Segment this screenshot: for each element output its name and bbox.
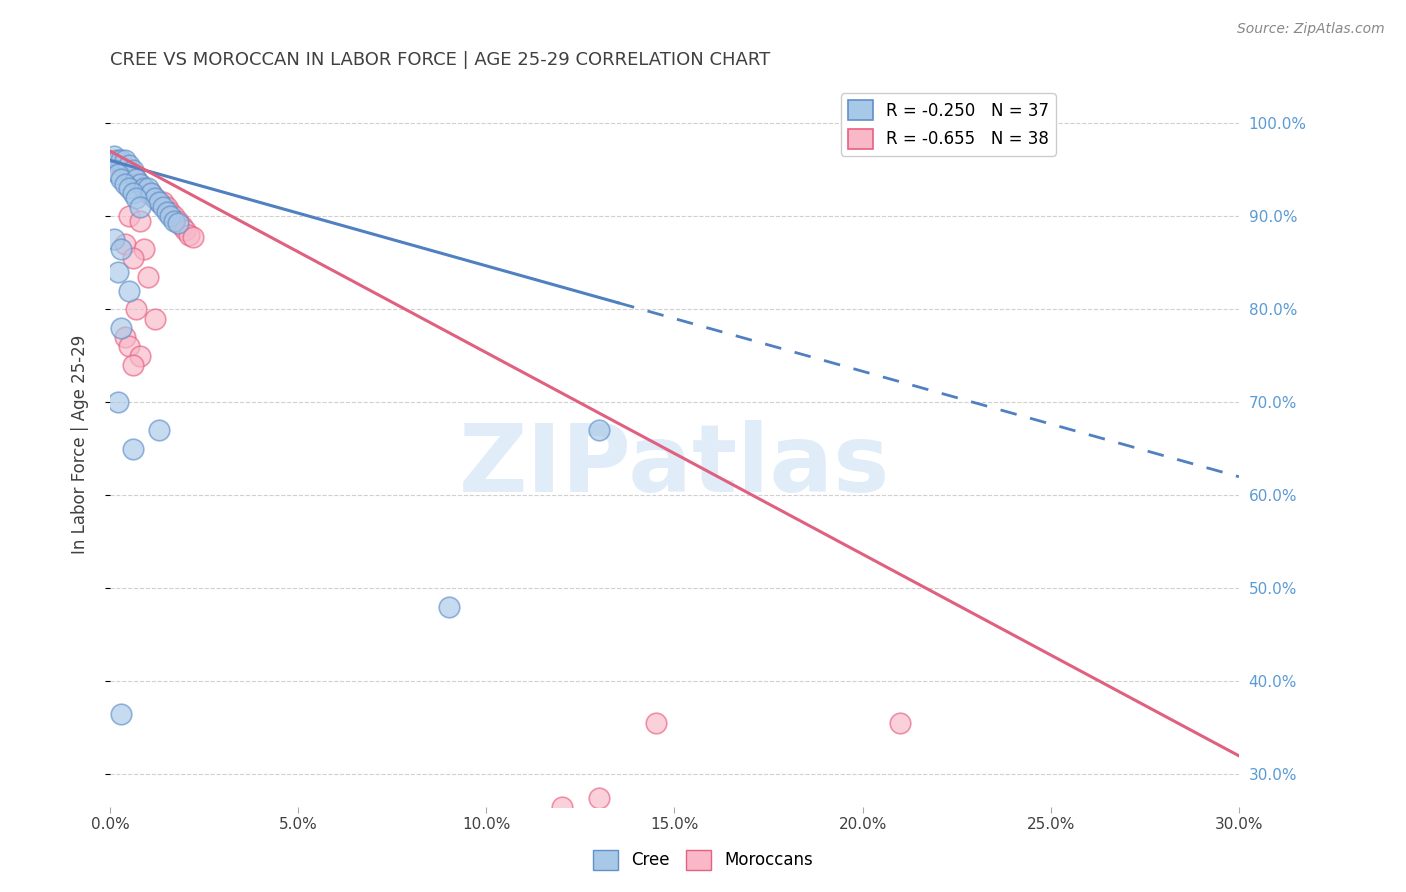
Text: CREE VS MOROCCAN IN LABOR FORCE | AGE 25-29 CORRELATION CHART: CREE VS MOROCCAN IN LABOR FORCE | AGE 25… [110, 51, 770, 69]
Point [170, 219, 193, 233]
Text: Source: ZipAtlas.com: Source: ZipAtlas.com [1237, 22, 1385, 37]
Point [141, 186, 163, 200]
Point [166, 214, 188, 228]
Point [118, 181, 141, 195]
Point [121, 186, 143, 200]
Point [163, 209, 186, 223]
Point [114, 237, 136, 252]
Point [121, 251, 143, 265]
Point [114, 177, 136, 191]
Point [114, 330, 136, 344]
Point [550, 800, 572, 814]
Point [132, 181, 155, 195]
Point [148, 423, 170, 437]
Point [588, 790, 610, 805]
Point [155, 204, 177, 219]
Point [163, 214, 186, 228]
Point [118, 158, 141, 172]
Point [177, 227, 200, 242]
Point [136, 186, 159, 200]
Point [159, 209, 181, 223]
Point [136, 181, 159, 195]
Point [107, 395, 129, 409]
Point [118, 209, 141, 223]
Point [110, 172, 132, 186]
Point [129, 177, 152, 191]
Point [125, 302, 148, 317]
Point [110, 321, 132, 335]
Point [114, 162, 136, 177]
Point [118, 284, 141, 298]
Point [136, 269, 159, 284]
Point [121, 442, 143, 456]
Point [125, 191, 148, 205]
Point [107, 265, 129, 279]
Point [132, 242, 155, 256]
Point [155, 200, 177, 214]
Point [143, 191, 166, 205]
Point [110, 242, 132, 256]
Legend: R = -0.250   N = 37, R = -0.655   N = 38: R = -0.250 N = 37, R = -0.655 N = 38 [841, 94, 1056, 155]
Legend: Cree, Moroccans: Cree, Moroccans [586, 843, 820, 877]
Point [152, 200, 174, 214]
Point [143, 311, 166, 326]
Point [107, 158, 129, 172]
Point [107, 167, 129, 181]
Point [118, 162, 141, 177]
Point [129, 177, 152, 191]
Point [110, 158, 132, 172]
Point [121, 162, 143, 177]
Point [121, 358, 143, 372]
Point [125, 172, 148, 186]
Text: ZIPatlas: ZIPatlas [458, 420, 890, 512]
Point [174, 223, 197, 237]
Point [103, 232, 125, 246]
Point [889, 716, 911, 731]
Point [588, 423, 610, 437]
Point [110, 153, 132, 168]
Point [114, 153, 136, 168]
Point [437, 599, 460, 614]
Point [644, 716, 666, 731]
Point [107, 153, 129, 168]
Point [118, 339, 141, 353]
Point [143, 191, 166, 205]
Point [103, 153, 125, 168]
Point [103, 162, 125, 177]
Point [129, 200, 152, 214]
Point [129, 214, 152, 228]
Point [159, 204, 181, 219]
Point [129, 349, 152, 363]
Point [132, 181, 155, 195]
Point [148, 195, 170, 210]
Point [141, 186, 163, 200]
Point [152, 195, 174, 210]
Point [125, 172, 148, 186]
Point [121, 167, 143, 181]
Point [181, 229, 204, 244]
Point [103, 149, 125, 163]
Point [166, 216, 188, 230]
Point [148, 195, 170, 210]
Point [110, 706, 132, 721]
Y-axis label: In Labor Force | Age 25-29: In Labor Force | Age 25-29 [72, 334, 89, 554]
